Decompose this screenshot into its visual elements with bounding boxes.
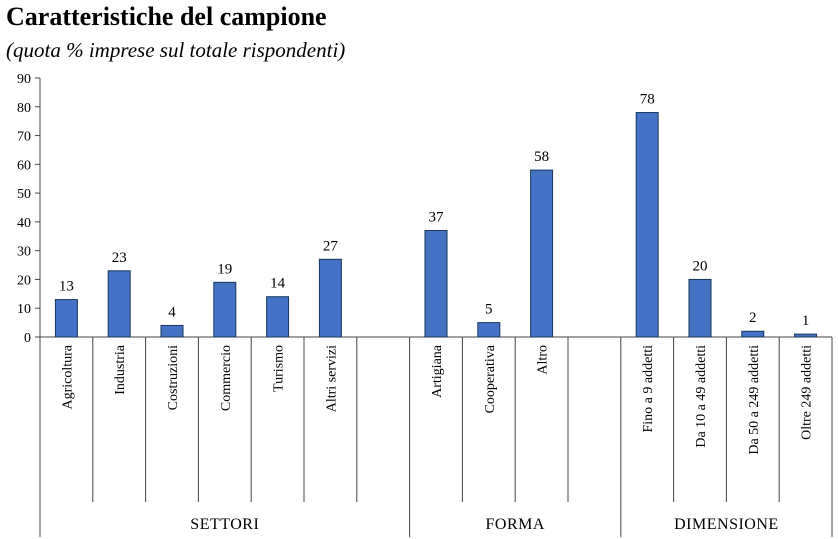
category-label: Fino a 9 addetti: [641, 345, 656, 433]
data-label: 13: [59, 279, 74, 295]
y-tick-label: 70: [17, 130, 31, 145]
group-label: DIMENSIONE: [674, 516, 779, 533]
category-label: Altri servizi: [324, 345, 339, 412]
chart-title: Caratteristiche del campione: [6, 2, 327, 31]
y-tick-label: 90: [17, 72, 31, 87]
data-label: 37: [429, 210, 445, 226]
category-label: Commercio: [219, 345, 234, 411]
category-label: Oltre 249 addetti: [800, 345, 815, 440]
bar: [107, 270, 131, 338]
category-label: Agricoltura: [60, 344, 75, 409]
y-tick-label: 20: [17, 273, 31, 288]
y-tick-label: 0: [24, 331, 31, 346]
bar: [160, 324, 184, 338]
bar: [688, 278, 712, 338]
y-tick-label: 80: [17, 101, 31, 116]
category-label: Altro: [536, 345, 551, 375]
category-label: Turismo: [272, 345, 287, 392]
data-label: 14: [270, 276, 286, 292]
data-label: 58: [534, 149, 549, 165]
bar: [54, 299, 78, 338]
bar: [424, 230, 448, 338]
category-label: Artigiana: [430, 344, 445, 398]
data-label: 19: [217, 261, 232, 277]
bar: [477, 322, 501, 338]
data-label: 78: [640, 92, 655, 108]
category-label: Da 50 a 249 addetti: [747, 345, 762, 455]
y-tick-label: 10: [17, 302, 31, 317]
y-tick-label: 30: [17, 245, 31, 260]
chart-subtitle: (quota % imprese sul totale rispondenti): [6, 38, 346, 62]
data-label: 2: [749, 310, 757, 326]
bar: [794, 333, 818, 338]
group-label: SETTORI: [190, 516, 259, 533]
data-label: 23: [112, 250, 127, 266]
y-tick-label: 60: [17, 158, 31, 173]
category-label: Cooperativa: [483, 344, 498, 413]
data-label: 20: [693, 258, 708, 274]
bar: [530, 169, 554, 338]
category-label: Industria: [113, 344, 128, 395]
category-label: Costruzioni: [166, 345, 181, 410]
bar: [266, 296, 290, 338]
bar: [741, 330, 765, 338]
data-label: 27: [323, 238, 339, 254]
y-tick-label: 40: [17, 216, 31, 231]
y-tick-label: 50: [17, 187, 31, 202]
bar: [318, 258, 342, 338]
data-label: 4: [168, 304, 176, 320]
group-label: FORMA: [485, 516, 544, 533]
bar: [635, 112, 659, 338]
bar: [213, 281, 237, 338]
data-label: 1: [802, 313, 810, 329]
data-label: 5: [485, 302, 493, 318]
category-label: Da 10 a 49 addetti: [694, 345, 709, 448]
